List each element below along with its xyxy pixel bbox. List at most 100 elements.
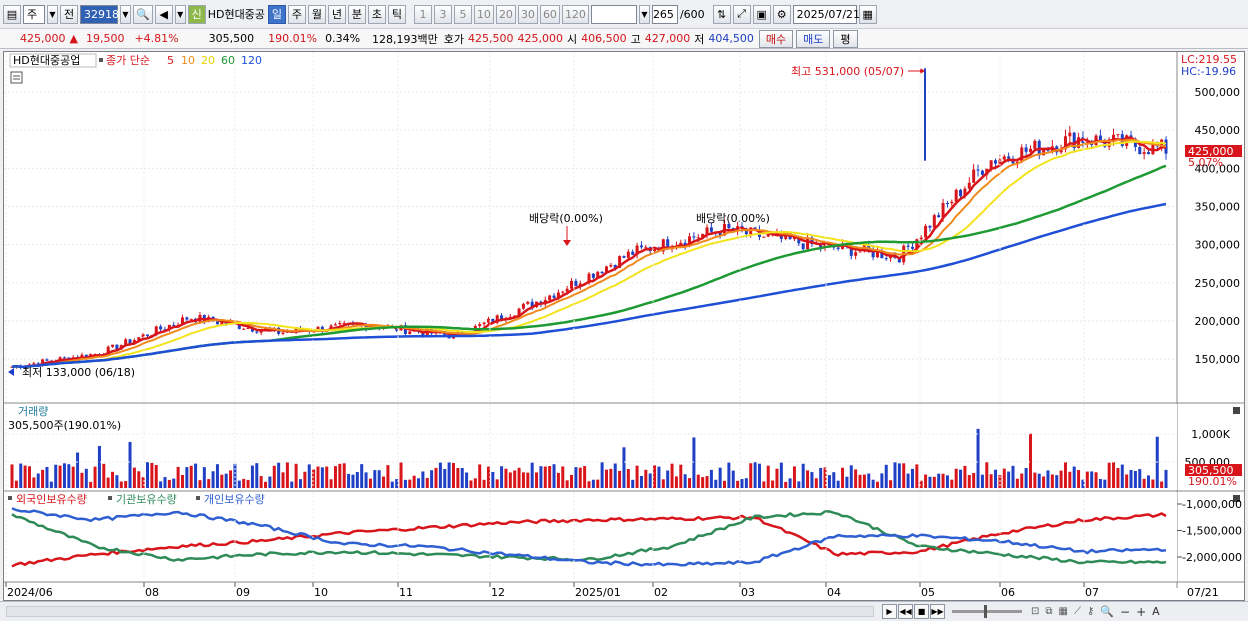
- draw-tool-icon[interactable]: ⤢: [732, 4, 751, 24]
- volume-bar: [329, 479, 333, 488]
- zoom-out-icon[interactable]: −: [1120, 604, 1131, 619]
- calendar-icon[interactable]: ▦: [858, 4, 877, 24]
- zoom-in-icon[interactable]: +: [1136, 604, 1147, 619]
- interval-dropdown-icon[interactable]: ▼: [638, 4, 650, 24]
- volume-bar: [784, 481, 788, 488]
- interval-120[interactable]: 120: [561, 4, 589, 24]
- period-unit-select[interactable]: 주: [23, 4, 45, 24]
- volume-bar: [989, 474, 993, 488]
- volume-bar: [1024, 467, 1028, 488]
- x-tick-label: 04: [827, 586, 841, 599]
- window-menu-icon[interactable]: ▤: [3, 4, 21, 24]
- table-toggle-icon[interactable]: [10, 71, 23, 84]
- interval-3[interactable]: 3: [433, 4, 452, 24]
- current-price-tag-text: 425,000: [1188, 145, 1234, 158]
- candle-body: [1015, 161, 1019, 164]
- volume-bar: [779, 462, 783, 488]
- volume-bar: [10, 464, 14, 488]
- volume-close-icon[interactable]: [1233, 407, 1240, 414]
- zoom-slider[interactable]: [952, 605, 1022, 618]
- volume-bar: [194, 463, 198, 488]
- interval-1[interactable]: 1: [413, 4, 432, 24]
- lock-icon[interactable]: ⚷: [1086, 606, 1095, 617]
- stop-icon[interactable]: ■: [914, 604, 929, 619]
- legend-stock-box[interactable]: [9, 53, 97, 68]
- volume-tag: [1185, 464, 1242, 476]
- volume-bar: [250, 465, 254, 488]
- volume-bar: [137, 471, 141, 488]
- interval-20[interactable]: 20: [495, 4, 516, 24]
- scroll-first-icon[interactable]: ◀◀: [898, 604, 913, 619]
- candle-body: [618, 256, 622, 268]
- trend-icon[interactable]: ⟋: [1073, 606, 1081, 617]
- scroll-right-icon[interactable]: ▶: [882, 604, 897, 619]
- count-input[interactable]: 265: [651, 4, 678, 24]
- volume-bar: [180, 474, 184, 488]
- crosshair-icon[interactable]: ⊡: [1031, 606, 1040, 617]
- holding-close-icon[interactable]: [1233, 495, 1240, 502]
- prev-button[interactable]: 전: [60, 4, 78, 24]
- tab-day[interactable]: 일: [267, 4, 286, 24]
- chart-svg[interactable]: HD현대중공업 종가 단순 5 10 20 60 120 최고 531,000 …: [4, 52, 1244, 600]
- eval-button[interactable]: 평: [833, 29, 858, 48]
- interval-60[interactable]: 60: [539, 4, 560, 24]
- tab-minute[interactable]: 분: [347, 4, 366, 24]
- legend-institution: 기관보유수량: [116, 493, 177, 506]
- volume-bar: [347, 473, 351, 488]
- speaker-icon[interactable]: ◀: [154, 4, 173, 24]
- grid-icon[interactable]: ▦: [1058, 606, 1068, 617]
- candle-body: [600, 271, 604, 274]
- buy-button[interactable]: 매수: [758, 29, 794, 48]
- volume-bar: [342, 463, 346, 488]
- volume-bar: [294, 463, 298, 488]
- volume-bar: [1138, 469, 1142, 488]
- scroll-track[interactable]: [6, 606, 874, 617]
- ma-line-20: [11, 140, 1167, 368]
- date-input[interactable]: 2025/07/21: [792, 4, 860, 24]
- volume-bar: [80, 472, 84, 488]
- open-price: 406,500: [581, 32, 627, 45]
- price-pane[interactable]: [4, 52, 1177, 402]
- sell-button[interactable]: 매도: [796, 29, 831, 48]
- interval-custom-input[interactable]: [590, 4, 637, 24]
- stock-code-input[interactable]: 329180: [80, 4, 126, 24]
- holding-axis: -1,000,000 -1,500,000 -2,000,000: [1177, 498, 1242, 564]
- candle-body: [1028, 148, 1032, 152]
- volume-bar: [1151, 479, 1155, 488]
- candle-body: [994, 160, 998, 164]
- scroll-last-icon[interactable]: ▶▶: [930, 604, 945, 619]
- tab-week[interactable]: 주: [287, 4, 306, 24]
- interval-30[interactable]: 30: [517, 4, 538, 24]
- volume-bar: [14, 480, 18, 488]
- interval-5[interactable]: 5: [453, 4, 472, 24]
- tab-year[interactable]: 년: [327, 4, 346, 24]
- volume-bar: [600, 462, 604, 488]
- credit-badge[interactable]: 신: [187, 4, 206, 24]
- holding-pane[interactable]: [4, 492, 1177, 582]
- gear-icon[interactable]: ⚙: [772, 4, 791, 24]
- code-dropdown-icon[interactable]: ▼: [120, 4, 131, 24]
- candle-body: [124, 339, 128, 346]
- speaker-dropdown-icon[interactable]: ▼: [174, 4, 186, 24]
- volume-bar: [688, 478, 692, 488]
- tab-month[interactable]: 월: [307, 4, 326, 24]
- save-icon[interactable]: ▣: [752, 4, 771, 24]
- legend-ma-120: 120: [241, 54, 262, 67]
- volume-bar: [115, 475, 119, 488]
- search-zoom-icon[interactable]: 🔍: [1100, 605, 1115, 618]
- volume-bar: [150, 462, 154, 488]
- indicator-icon[interactable]: ⇅: [712, 4, 731, 24]
- volume-bar: [1015, 478, 1019, 488]
- interval-10[interactable]: 10: [473, 4, 494, 24]
- volume-bar: [45, 466, 49, 488]
- search-icon[interactable]: 🔍: [133, 4, 153, 24]
- low-price: 404,500: [708, 32, 754, 45]
- holding-line-0: [11, 512, 1167, 568]
- legend-individual: 개인보유수량: [204, 493, 265, 506]
- tab-tick[interactable]: 틱: [387, 4, 406, 24]
- volume-bar: [58, 465, 62, 488]
- copy-icon[interactable]: ⧉: [1045, 606, 1053, 617]
- chevron-down-icon[interactable]: ▼: [47, 4, 58, 24]
- tab-second[interactable]: 초: [367, 4, 386, 24]
- font-size-icon[interactable]: A: [1152, 605, 1160, 618]
